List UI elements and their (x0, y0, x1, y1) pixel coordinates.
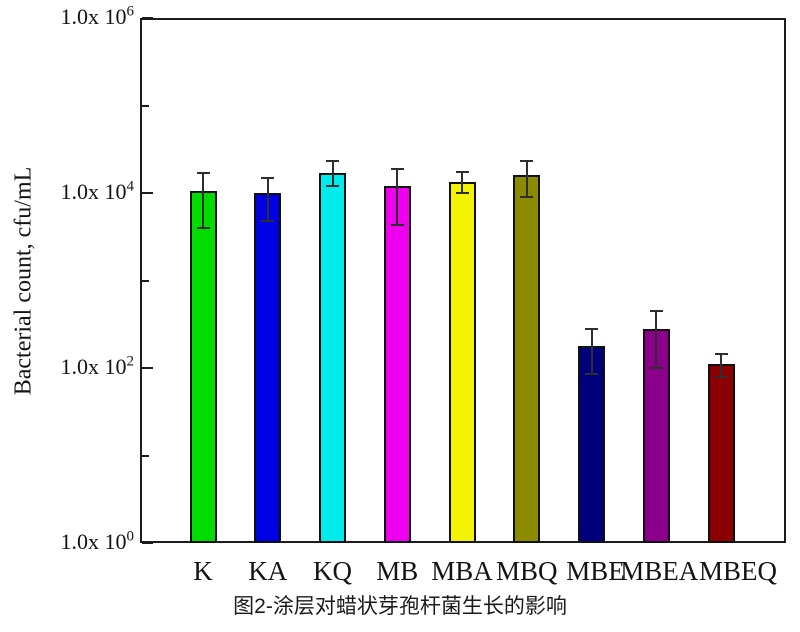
bar-KA (254, 193, 282, 543)
y-tick-label: 1.0x 104 (60, 178, 135, 204)
error-bar (266, 177, 269, 221)
error-bar (202, 172, 204, 228)
error-bar-cap-top (520, 160, 534, 163)
error-bar-cap-top (585, 327, 598, 330)
bar-MBE (578, 345, 605, 543)
error-bar-cap-bottom (455, 192, 469, 194)
x-category-label: MBQ (495, 556, 558, 586)
bar-MB (383, 186, 411, 543)
x-category-label: MBEA (620, 556, 699, 586)
error-bar (655, 310, 658, 368)
y-tick-label: 1.0x 100 (60, 528, 135, 554)
x-category-label: MBE (566, 556, 625, 586)
y-tick-label: 1.0x 106 (60, 3, 135, 29)
error-bar-cap-bottom (520, 196, 534, 198)
y-minor-tick (142, 279, 149, 282)
y-tick-label: 1.0x 102 (60, 353, 135, 379)
error-bar (396, 168, 399, 226)
figure-caption: 图2-涂层对蜡状芽孢杆菌生长的影响 (233, 595, 567, 618)
error-bar (720, 353, 722, 378)
y-major-tick (142, 367, 153, 369)
y-major-tick (142, 542, 153, 544)
y-major-tick (142, 192, 153, 194)
y-minor-tick (142, 104, 149, 107)
error-bar-cap-top (455, 170, 469, 173)
error-bar (590, 328, 593, 375)
error-bar-cap-top (390, 167, 404, 170)
error-bar-cap-bottom (649, 367, 663, 369)
error-bar-cap-bottom (261, 219, 275, 222)
error-bar (525, 161, 528, 197)
error-bar-cap-bottom (196, 226, 210, 229)
bar-KQ (319, 172, 346, 543)
bar-MBA (448, 181, 476, 543)
error-bar-cap-top (649, 309, 663, 312)
error-bar (331, 160, 334, 187)
error-bar-cap-bottom (326, 185, 339, 188)
x-category-label: KQ (313, 556, 352, 586)
x-category-label: MB (376, 556, 419, 586)
error-bar (461, 171, 463, 193)
bar-K (189, 191, 217, 543)
bar-MBQ (513, 175, 541, 543)
x-category-label: K (193, 556, 213, 586)
error-bar-cap-bottom (714, 376, 728, 379)
y-major-tick (142, 17, 153, 19)
x-category-label: KA (248, 556, 288, 586)
x-category-label: MBEQ (698, 556, 778, 586)
error-bar-cap-top (714, 352, 728, 355)
bar-MBEQ (707, 364, 735, 543)
error-bar-cap-top (326, 159, 339, 162)
error-bar-cap-top (196, 171, 210, 174)
error-bar-cap-top (261, 176, 275, 179)
x-category-label: MBA (431, 556, 493, 586)
y-minor-tick (142, 454, 149, 457)
error-bar-cap-bottom (585, 373, 598, 376)
error-bar-cap-bottom (390, 224, 404, 227)
